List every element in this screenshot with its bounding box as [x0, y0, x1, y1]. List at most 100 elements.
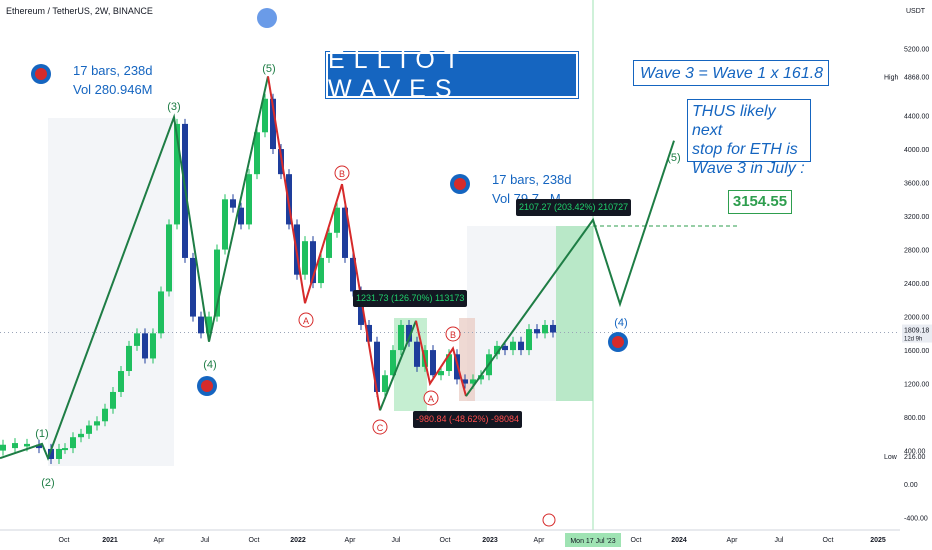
candle-body [406, 324, 412, 342]
candle-body [134, 333, 140, 346]
wave-label-a-circle [298, 312, 314, 328]
candle-body [70, 437, 76, 449]
candle-body [414, 341, 420, 367]
high-label: High [884, 74, 899, 81]
time-tick-label: 2023 [482, 537, 498, 544]
price-tick-label: 3200.00 [904, 214, 929, 221]
recent-label-a: A [428, 394, 434, 404]
diamond-hands-left-icon-core [201, 380, 213, 392]
candle-body [510, 341, 516, 351]
time-cursor-box [565, 533, 621, 547]
candle-body [334, 207, 340, 233]
price-tick-label: 5200.00 [904, 47, 929, 54]
candle-body [166, 224, 172, 292]
time-tick-label: 2021 [102, 537, 118, 544]
candle-body [382, 375, 388, 392]
price-tick-label: 4400.00 [904, 114, 929, 121]
time-tick-label: Oct [440, 537, 451, 544]
high-value: 4868.00 [904, 74, 929, 81]
candle-body [214, 249, 220, 317]
candle-body [48, 448, 54, 459]
candle-body [198, 316, 204, 334]
price-tick-label: 1600.00 [904, 348, 929, 355]
candle-body [374, 341, 380, 392]
wave-label-1: (1) [35, 428, 48, 440]
candle-body [534, 329, 540, 334]
candle-body [230, 199, 236, 208]
candle-body [78, 433, 84, 438]
candle-body [254, 132, 260, 175]
time-tick-label: 2025 [870, 537, 886, 544]
wave-label-4: (4) [203, 359, 216, 371]
candle-body [0, 444, 6, 451]
candle-body [462, 379, 468, 384]
price-tick-label: 4000.00 [904, 147, 929, 154]
candle-body [326, 232, 332, 258]
time-tick-label: Oct [631, 537, 642, 544]
candle-body [222, 199, 228, 250]
candle-body [62, 448, 68, 451]
candle-body [342, 207, 348, 258]
price-tick-label: 1200.00 [904, 382, 929, 389]
mascot-icon [257, 8, 277, 28]
time-tick-label: Jul [201, 537, 210, 544]
candle-body [150, 333, 156, 359]
candle-body [390, 350, 396, 376]
symbol-title: Ethereum / TetherUS, 2W, BINANCE [6, 6, 153, 16]
projection-zone [556, 226, 593, 401]
candle-body [238, 207, 244, 225]
candle-body [86, 425, 92, 434]
wave-label-5: (5) [262, 63, 275, 75]
candle-body [350, 257, 356, 292]
candle-body [270, 98, 276, 150]
wave-label-3: (3) [167, 101, 180, 113]
candle-body [318, 257, 324, 284]
price-tick-label: 400.00 [904, 449, 926, 456]
candle-body [518, 341, 524, 351]
candle-body [398, 324, 404, 351]
projection-label-5: (5) [667, 152, 680, 164]
stats-mid-bars: 17 bars, 238d [492, 172, 572, 187]
candle-body [36, 444, 42, 449]
candle-body [470, 379, 476, 384]
wave3-note: Wave 3 = Wave 1 x 161.8 [633, 60, 829, 86]
hodl-logo-mid-icon-core [454, 178, 466, 190]
wave-label-b: B [339, 169, 345, 179]
candle-body [502, 345, 508, 351]
recent-wave-1 [379, 320, 417, 411]
time-tick-label: Apr [345, 537, 357, 544]
candle-body [126, 345, 132, 372]
current-price-value: 1809.18 [904, 328, 929, 335]
lightning-icon [542, 513, 556, 527]
candle-body [526, 329, 532, 351]
stats-left-vol: Vol 280.946M [73, 82, 153, 97]
time-tick-label: Oct [823, 537, 834, 544]
time-tick-label: Apr [534, 537, 546, 544]
recent-label-b-circle [445, 326, 461, 342]
candle-body [262, 98, 268, 133]
candle-body [206, 316, 212, 334]
candle-body [158, 291, 164, 334]
projection-wave-line [465, 140, 675, 397]
time-tick-label: 2022 [290, 537, 306, 544]
low-value: 216.00 [904, 454, 926, 461]
wave-label-c: C [377, 423, 384, 433]
candle-body [24, 443, 30, 447]
recent-abc-line [415, 320, 467, 397]
correction-wave-line [267, 76, 381, 411]
candle-body [246, 174, 252, 225]
impulse-wave-line [0, 76, 269, 461]
recent-label-a-circle [423, 390, 439, 406]
candle-body [310, 241, 316, 284]
current-price-sub: 12d 9h [904, 337, 922, 343]
price-tick-label: 0.00 [904, 482, 918, 489]
candle-body [478, 375, 484, 380]
current-price-box [902, 324, 932, 343]
candle-body [110, 391, 116, 409]
hodl-logo-left-icon-core [35, 68, 47, 80]
stats-left-bars: 17 bars, 238d [73, 63, 153, 78]
elliot-waves-banner: ELLIOT WAVES [326, 46, 578, 103]
candle-body [358, 291, 364, 325]
